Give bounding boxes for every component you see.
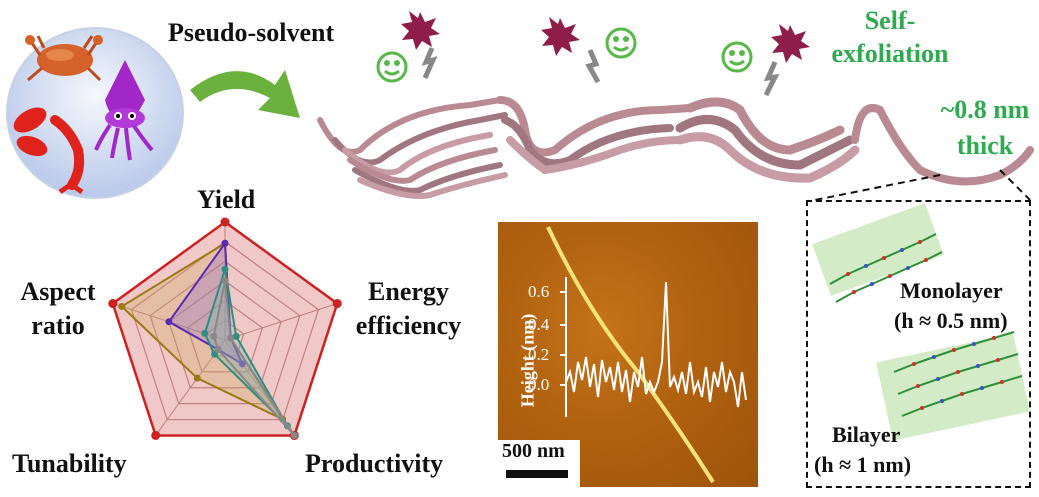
radar-axis-energy-line1: Energy <box>368 277 449 306</box>
radar-series-point <box>201 329 209 337</box>
thickness-line2: thick <box>956 131 1014 160</box>
radar-axis-aspect-line2: ratio <box>31 311 85 340</box>
radar-axis-aspect-ratio: Aspect ratio <box>8 275 108 343</box>
smiley-icon <box>376 51 408 83</box>
radar-series-point <box>221 239 229 247</box>
height-profile <box>565 281 747 408</box>
self-exfoliation-label: Self- exfoliation <box>810 4 970 70</box>
radar-series-polygon <box>203 268 289 427</box>
squid-icon <box>94 60 154 161</box>
radar-series-point <box>332 299 342 309</box>
radar-axis-energy-line2: efficiency <box>355 311 462 340</box>
self-exfoliation-line1: Self- <box>864 6 916 35</box>
radar-series-point <box>221 277 229 285</box>
crab-icon <box>25 35 103 82</box>
radar-series-point <box>290 431 298 439</box>
molecular-structures <box>829 233 1023 417</box>
radar-series-polygon <box>111 220 339 437</box>
smiley-icon <box>605 27 637 59</box>
afm-ytick-0.6: 0.6 <box>528 282 550 301</box>
green-arrow <box>190 70 300 118</box>
radar-series-point <box>210 332 218 340</box>
burst-star-icon <box>401 11 440 80</box>
radar-series-point <box>165 318 173 326</box>
radar-series-point <box>221 265 229 273</box>
afm-overlay <box>546 226 747 484</box>
smiley-icon <box>721 41 753 73</box>
radar-grid-level <box>186 299 264 373</box>
fiber-trace <box>546 226 715 484</box>
bilayer-label: Bilayer <box>832 422 901 447</box>
radar-series-point <box>238 360 246 368</box>
thickness-label: ~0.8 nm thick <box>925 92 1039 164</box>
radar-axis-aspect-line1: Aspect <box>20 277 96 306</box>
radar-series-polygon <box>212 280 296 437</box>
radar-grid-level <box>149 260 301 405</box>
monolayer-label: Monolayer <box>900 278 1003 303</box>
radar-chart <box>108 217 342 440</box>
zoom-connector <box>814 169 1031 201</box>
radar-series-point <box>220 217 230 227</box>
monolayer-height-label: (h ≈ 0.5 nm) <box>894 308 1008 333</box>
burst-star-icon <box>541 17 601 84</box>
radar-series-point <box>108 299 118 309</box>
radar-grid-level <box>130 240 320 421</box>
radar-axis-energy-efficiency: Energy efficiency <box>346 275 471 343</box>
radar-series-point <box>227 334 235 342</box>
afm-ytick-0.4: 0.4 <box>528 315 550 334</box>
radar-series-point <box>214 346 222 354</box>
radar-series-point <box>118 302 126 310</box>
radar-axis-tunability: Tunability <box>12 449 127 478</box>
afm-ytick-0.2: 0.2 <box>528 345 550 364</box>
burst-star-icon <box>763 24 810 97</box>
radar-series-point <box>232 332 240 340</box>
fiber-bundles <box>317 96 1034 199</box>
lobster-icon <box>13 107 85 195</box>
thickness-line1: ~0.8 nm <box>940 95 1030 124</box>
radar-series-point <box>193 374 201 382</box>
zoom-box: Monolayer (h ≈ 0.5 nm) Bilayer (h ≈ 1 nm… <box>806 200 1031 488</box>
afm-ytick-0.0: 0.0 <box>528 375 550 394</box>
radar-grid-level <box>168 280 282 389</box>
pseudo-solvent-label: Pseudo-solvent <box>168 18 335 47</box>
radar-axis-productivity: Productivity <box>305 449 444 478</box>
scale-bar-label: 500 nm <box>502 440 565 462</box>
radar-spoke <box>224 303 338 341</box>
self-exfoliation-line2: exfoliation <box>831 39 949 68</box>
radar-axis-yield: Yield <box>197 185 256 214</box>
bilayer-height-label: (h ≈ 1 nm) <box>814 452 912 477</box>
scale-bar <box>506 470 568 478</box>
radar-series-point <box>151 430 161 440</box>
scale-bar-panel: 500 nm <box>498 440 580 487</box>
